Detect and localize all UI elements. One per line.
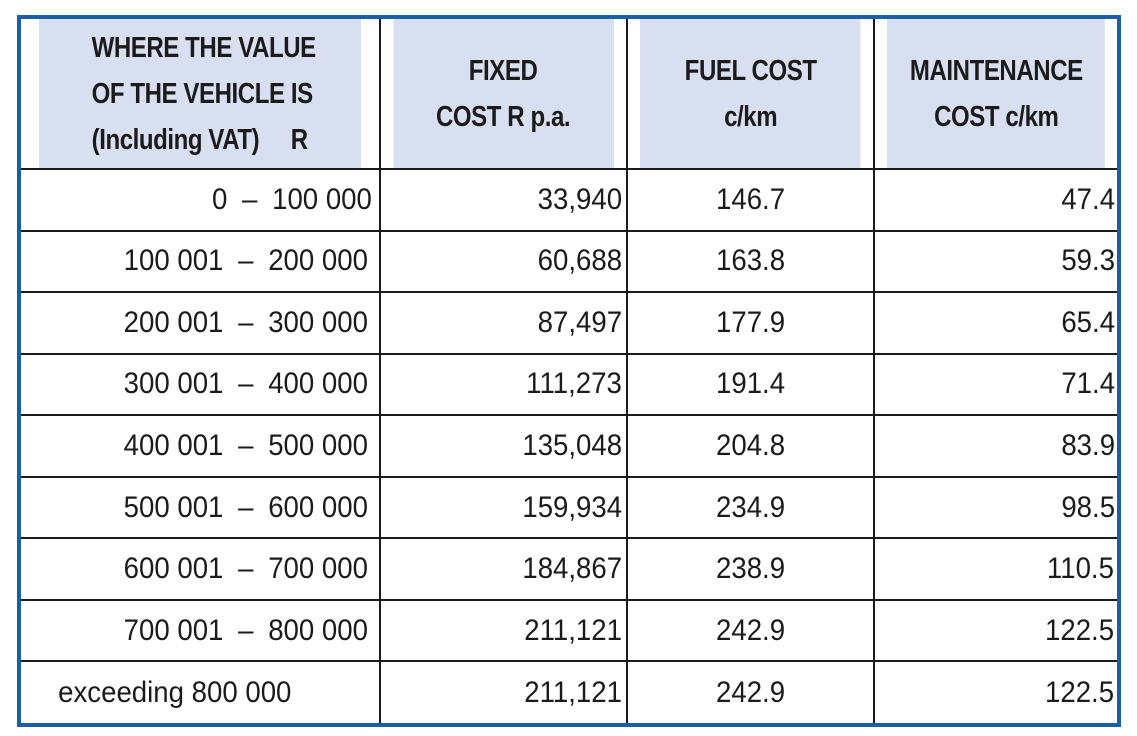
range-from: 0	[212, 182, 228, 216]
header-vehicle-value: WHERE THE VALUE OF THE VEHICLE IS (Inclu…	[38, 19, 363, 170]
header-vehicle-value-line3: (Including VAT)	[91, 123, 259, 156]
cell-value-range: 400 001–500 000	[21, 414, 381, 478]
cell-fixed-cost: 159,934	[379, 475, 628, 540]
range-from: 400 001	[124, 428, 224, 462]
header-row: WHERE THE VALUE OF THE VEHICLE IS (Inclu…	[21, 19, 1117, 170]
range-to: 500 000	[268, 428, 369, 462]
range-to: 100 000	[272, 182, 373, 216]
cell-fuel-cost: 177.9	[626, 291, 875, 355]
header-vehicle-value-line1: WHERE THE VALUE	[91, 31, 316, 64]
table-body: 0–100 000 33,940 146.7 47.4 100 001–200 000 6…	[21, 168, 1117, 723]
table-row-exceeding: exceeding 800 000 211,121 242.9 122.5	[21, 660, 1117, 723]
range-from: 600 001	[124, 552, 224, 586]
cell-maintenance-cost: 65.4	[873, 291, 1117, 355]
header-maintenance-cost-line1: MAINTENANCE	[909, 54, 1083, 87]
header-vehicle-value-line2: OF THE VEHICLE IS	[91, 77, 313, 110]
cell-maintenance-cost: 83.9	[873, 414, 1117, 478]
cell-value-range: 500 001–600 000	[21, 475, 381, 540]
cell-fuel-cost: 146.7	[626, 168, 875, 232]
cell-value-range: 300 001–400 000	[21, 352, 381, 417]
cell-maintenance-cost: 47.4	[873, 168, 1117, 232]
header-maintenance-cost-line2: COST c/km	[933, 100, 1059, 133]
header-fixed-cost: FIXED COST R p.a.	[391, 19, 616, 170]
cell-maintenance-cost: 71.4	[873, 352, 1117, 417]
range-separator: –	[242, 182, 258, 216]
range-to: 700 000	[268, 552, 369, 586]
table-row: 500 001–600 000 159,934 234.9 98.5	[21, 475, 1117, 540]
range-separator: –	[238, 428, 254, 462]
cell-value-range: 600 001–700 000	[21, 537, 381, 601]
range-separator: –	[238, 490, 254, 524]
cell-fixed-cost: 33,940	[379, 168, 628, 232]
range-separator: –	[238, 305, 254, 339]
range-from: 700 001	[124, 613, 224, 647]
range-separator: –	[238, 552, 254, 586]
cell-value-range: 100 001–200 000	[21, 229, 381, 294]
cell-value-range: 200 001–300 000	[21, 291, 381, 355]
range-to: 200 000	[268, 244, 369, 278]
range-to: 400 000	[268, 367, 369, 401]
table-row: 300 001–400 000 111,273 191.4 71.4	[21, 352, 1117, 417]
vehicle-cost-rates-table: WHERE THE VALUE OF THE VEHICLE IS (Inclu…	[21, 19, 1117, 723]
cell-maintenance-cost: 59.3	[873, 229, 1117, 294]
header-fuel-cost-line1: FUEL COST	[684, 54, 817, 87]
header-maintenance-cost: MAINTENANCE COST c/km	[885, 19, 1105, 170]
cell-fixed-cost: 87,497	[379, 291, 628, 355]
range-to: 600 000	[268, 490, 369, 524]
cell-fixed-cost: 111,273	[379, 352, 628, 417]
header-fuel-cost-line2: c/km	[723, 100, 778, 133]
range-to: 800 000	[268, 613, 369, 647]
cell-fuel-cost: 238.9	[626, 537, 875, 601]
cell-fuel-cost: 242.9	[626, 660, 875, 723]
table-row: 400 001–500 000 135,048 204.8 83.9	[21, 414, 1117, 478]
header-fixed-cost-line1: FIXED	[469, 54, 538, 87]
cell-fixed-cost: 135,048	[379, 414, 628, 478]
cell-maintenance-cost: 98.5	[873, 475, 1117, 540]
table-row: 0–100 000 33,940 146.7 47.4	[21, 168, 1117, 232]
header-fixed-cost-line2: COST R p.a.	[436, 100, 571, 133]
range-to: 300 000	[268, 305, 369, 339]
rates-table-frame: WHERE THE VALUE OF THE VEHICLE IS (Inclu…	[17, 15, 1121, 727]
cell-value-range: exceeding 800 000	[21, 660, 381, 723]
cell-value-range: 700 001–800 000	[21, 598, 381, 663]
table-row: 700 001–800 000 211,121 242.9 122.5	[21, 598, 1117, 663]
cell-maintenance-cost: 122.5	[873, 598, 1117, 663]
cell-fuel-cost: 234.9	[626, 475, 875, 540]
range-separator: –	[238, 244, 254, 278]
range-from: 200 001	[124, 305, 224, 339]
range-separator: –	[238, 367, 254, 401]
cell-maintenance-cost: 122.5	[873, 660, 1117, 723]
header-fuel-cost: FUEL COST c/km	[638, 19, 863, 170]
cell-fixed-cost: 184,867	[379, 537, 628, 601]
cell-fixed-cost: 60,688	[379, 229, 628, 294]
range-from: 300 001	[124, 367, 224, 401]
cell-fuel-cost: 242.9	[626, 598, 875, 663]
cell-fuel-cost: 191.4	[626, 352, 875, 417]
cell-fixed-cost: 211,121	[379, 660, 628, 723]
header-currency-unit: R	[290, 123, 308, 156]
range-from: 100 001	[124, 244, 224, 278]
table-row: 100 001–200 000 60,688 163.8 59.3	[21, 229, 1117, 294]
cell-fixed-cost: 211,121	[379, 598, 628, 663]
table-row: 600 001–700 000 184,867 238.9 110.5	[21, 537, 1117, 601]
table-row: 200 001–300 000 87,497 177.9 65.4	[21, 291, 1117, 355]
cell-value-range: 0–100 000	[21, 168, 381, 232]
cell-fuel-cost: 163.8	[626, 229, 875, 294]
cell-fuel-cost: 204.8	[626, 414, 875, 478]
cell-maintenance-cost: 110.5	[873, 537, 1117, 601]
range-from: 500 001	[124, 490, 224, 524]
range-separator: –	[238, 613, 254, 647]
